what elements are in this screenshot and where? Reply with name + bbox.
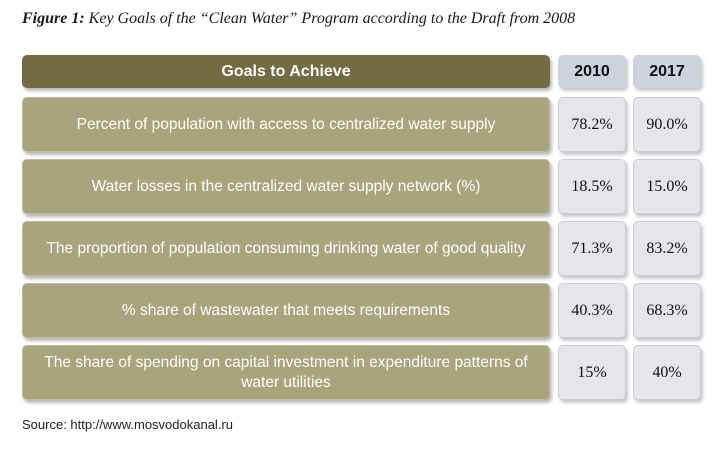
figure-label: Figure 1:	[22, 10, 85, 27]
goal-cell: Percent of population with access to cen…	[22, 97, 550, 152]
header-year-2017: 2017	[633, 55, 701, 88]
figure-caption: Figure 1: Key Goals of the “Clean Water”…	[22, 10, 575, 28]
goal-cell: The share of spending on capital investm…	[22, 345, 550, 400]
value-2010-cell: 78.2%	[558, 97, 626, 152]
value-2017-cell: 15.0%	[633, 159, 701, 214]
value-2010-cell: 40.3%	[558, 283, 626, 338]
goal-cell: % share of wastewater that meets require…	[22, 283, 550, 338]
source-note: Source: http://www.mosvodokanal.ru	[22, 417, 233, 432]
goal-cell: The proportion of population consuming d…	[22, 221, 550, 276]
value-2010-cell: 18.5%	[558, 159, 626, 214]
value-2017-cell: 83.2%	[633, 221, 701, 276]
value-2010-cell: 71.3%	[558, 221, 626, 276]
value-2017-cell: 90.0%	[633, 97, 701, 152]
value-2017-cell: 40%	[633, 345, 701, 400]
header-year-2010: 2010	[558, 55, 626, 88]
value-2010-cell: 15%	[558, 345, 626, 400]
figure-title: Key Goals of the “Clean Water” Program a…	[88, 10, 576, 27]
value-2017-cell: 68.3%	[633, 283, 701, 338]
header-goals: Goals to Achieve	[22, 55, 550, 88]
goal-cell: Water losses in the centralized water su…	[22, 159, 550, 214]
